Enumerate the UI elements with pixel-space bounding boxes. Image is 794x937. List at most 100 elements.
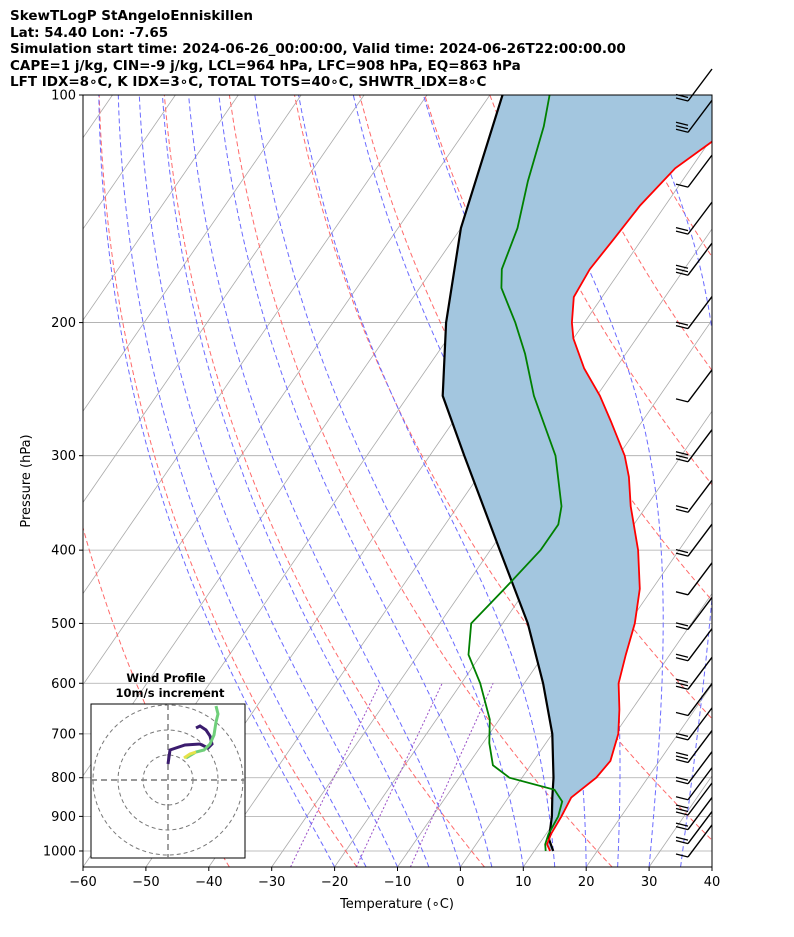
wind-barb-feather (675, 796, 689, 801)
wind-barb-staff (687, 596, 713, 630)
wind-barb (675, 429, 713, 463)
isotherm-line (83, 95, 176, 230)
cape-shading (442, 95, 712, 851)
y-tick-label: 900 (51, 810, 76, 825)
wind-barb (675, 656, 713, 690)
wind-barb-feather (675, 685, 689, 690)
wind-barb-feather (675, 780, 689, 785)
dry-adiabat (98, 95, 358, 867)
wind-barb-feather (675, 128, 689, 133)
chart-title-block: SkewTLogP StAngeloEnniskillen Lat: 54.40… (10, 8, 626, 91)
profiles (441, 95, 712, 852)
hodograph: Wind Profile 10m/s increment (90, 671, 246, 859)
isotherm-line (83, 95, 302, 412)
wind-barb (675, 767, 713, 801)
isotherm-line (711, 866, 712, 867)
wind-barb-staff (687, 683, 713, 716)
wind-barb (675, 782, 713, 816)
wind-barb-feather (675, 682, 689, 687)
wind-barb-feather (675, 226, 689, 232)
wind-barb-staff (687, 369, 713, 403)
wind-barb (675, 811, 713, 845)
wind-barb-staff (687, 797, 713, 831)
wind-barb (675, 683, 713, 717)
wind-barb-feather (675, 657, 689, 662)
axes: −60 −50 −40 −30 −20 −10 0 10 20 30 40 100 200 300 400 5… (43, 89, 720, 891)
dry-adiabat (619, 95, 712, 258)
wind-barb (675, 797, 713, 831)
wind-barb-feather (675, 625, 689, 631)
dry-adiabat (750, 95, 794, 867)
wind-barb-feather (675, 264, 689, 269)
moist-adiabat (188, 95, 461, 867)
wind-barb-feather (675, 622, 689, 627)
isotherm-line (397, 410, 712, 867)
wind-barb-feather (675, 458, 689, 463)
wind-barb (675, 201, 713, 235)
x-tick-label: −10 (384, 875, 411, 890)
wind-barb-staff (687, 811, 713, 844)
wind-barbs (675, 68, 713, 858)
wind-barb-staff (687, 523, 713, 557)
x-tick-label: −40 (195, 875, 222, 890)
wind-barb-feather (675, 736, 689, 741)
wind-barb-feather (675, 125, 689, 130)
y-tick-label: 700 (51, 727, 76, 742)
wind-barb-staff (687, 429, 713, 463)
isotherm-line (83, 95, 428, 595)
wind-barb-feather (675, 653, 689, 658)
x-tick-label: 10 (515, 875, 532, 890)
wind-barb-feather (675, 776, 689, 781)
wind-barb (675, 562, 713, 596)
y-axis-label: Pressure (hPa) (19, 434, 34, 527)
wind-barb-feather (675, 505, 689, 510)
wind-barb-feather (675, 811, 689, 816)
x-tick-label: 20 (578, 875, 595, 890)
x-tick-label: −30 (258, 875, 285, 890)
wind-barb-staff (687, 628, 713, 662)
isotherm-line (460, 501, 712, 867)
moist-adiabat (254, 95, 524, 867)
wind-barb-staff (687, 479, 713, 513)
wind-barb-feather (675, 758, 689, 764)
wind-barb (675, 730, 713, 764)
y-tick-label: 100 (51, 89, 76, 104)
dry-adiabat (489, 95, 712, 486)
x-tick-label: −50 (132, 875, 159, 890)
wind-barb-feather (675, 839, 689, 845)
wind-barb-feather (675, 183, 689, 188)
wind-barb-feather (675, 552, 689, 557)
hodograph-subtitle: 10m/s increment (116, 686, 225, 700)
wind-barb-feather (675, 230, 689, 235)
location-line: Lat: 54.40 Lon: -7.65 (10, 24, 169, 41)
x-tick-label: 30 (641, 875, 658, 890)
wind-barb-feather (675, 454, 689, 459)
wind-barb-staff (687, 707, 713, 741)
wind-barb (675, 523, 713, 557)
x-tick-label: 40 (704, 875, 721, 890)
wind-barb-feather (675, 804, 689, 809)
indices-line-1: CAPE=1 j/kg, CIN=-9 j/kg, LCL=964 hPa, L… (10, 57, 521, 74)
wind-barb-staff (687, 242, 713, 276)
wind-barb-staff (687, 68, 713, 102)
wind-barb-feather (675, 271, 689, 276)
isotherm-line (83, 95, 491, 686)
moist-adiabat (218, 95, 493, 867)
wind-barb (675, 154, 713, 188)
wind-barb-feather (675, 822, 689, 827)
moist-adiabat (161, 95, 430, 867)
wind-barb (675, 479, 713, 513)
y-tick-label: 200 (51, 316, 76, 331)
wind-barb-feather (675, 751, 689, 757)
wind-barb-feather (675, 836, 689, 841)
wind-barb-staff (687, 154, 713, 188)
indices-line-2: LFT IDX=8∘C, K IDX=3∘C, TOTAL TOTS=40∘C,… (10, 74, 487, 90)
y-tick-label: 300 (51, 449, 76, 464)
wind-barb-feather (675, 825, 689, 831)
wind-barb (675, 99, 713, 133)
wind-barb-feather (675, 591, 689, 596)
y-tick-label: 500 (51, 617, 76, 632)
isotherm-line (648, 775, 712, 867)
wind-barb (675, 751, 713, 785)
